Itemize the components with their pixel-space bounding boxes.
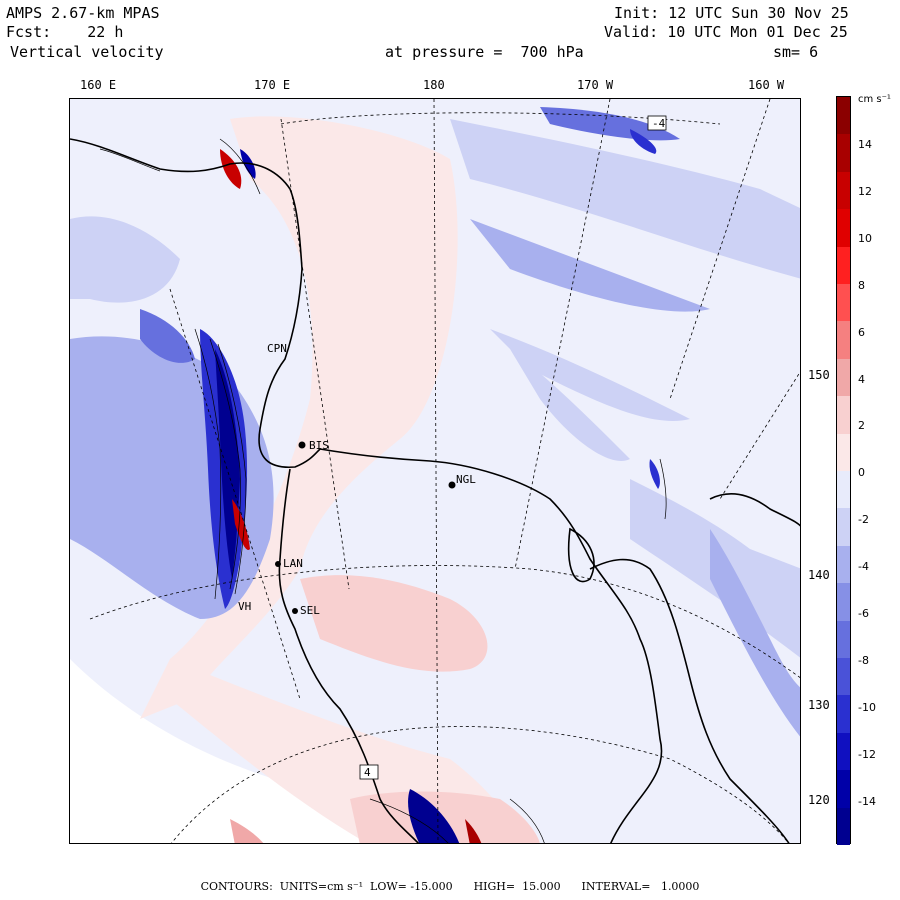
positive-region	[140, 116, 458, 720]
negative-region	[470, 219, 710, 312]
lon-label-160w: 160 W	[748, 78, 785, 92]
field-label-box	[647, 115, 667, 131]
colorbar-swatch	[837, 695, 850, 734]
negative-region	[710, 529, 800, 737]
colorbar-swatch	[837, 471, 850, 509]
negative-region	[540, 107, 680, 141]
coastline	[70, 138, 800, 843]
station-marker-bis	[298, 441, 306, 449]
station-label-sel: SEL	[300, 604, 320, 617]
colorbar-swatch	[837, 583, 850, 622]
colorbar-tick-label: -6	[858, 607, 869, 620]
field-name: Vertical velocity	[10, 43, 164, 61]
smoothing: sm= 6	[773, 43, 819, 61]
contour-lines	[99, 138, 667, 843]
colorbar-swatch	[837, 209, 850, 248]
negative-cell	[630, 129, 657, 154]
colorbar-swatch	[837, 620, 850, 659]
positive-region	[300, 575, 488, 672]
lon-label-180: 180	[423, 78, 445, 92]
lat-label-130w: 130 W	[808, 698, 845, 712]
colorbar-swatch	[837, 321, 850, 360]
field-label: 4	[364, 766, 371, 779]
colorbar-swatch	[837, 508, 850, 547]
valid-time: Valid: 10 UTC Mon 01 Dec 25	[604, 23, 848, 41]
contour-info: CONTOURS: UNITS=cm s⁻¹ LOW= -15.000 HIGH…	[200, 880, 700, 893]
positive-region	[350, 791, 540, 843]
station-label-vh: VH	[238, 600, 252, 613]
negative-region	[490, 329, 690, 421]
colorbar-tick-label: 10	[858, 231, 872, 245]
station-marker-lan	[275, 561, 281, 567]
colorbar-swatch	[837, 358, 850, 397]
negative-region	[510, 349, 630, 461]
colorbar-tick-label: -4	[858, 560, 869, 574]
lon-label-170e: 170 E	[254, 78, 291, 92]
colorbar-swatch	[837, 134, 850, 173]
station-marker-ngl	[448, 481, 456, 489]
negative-region	[215, 349, 240, 579]
colorbar-tick-label: 12	[858, 184, 872, 198]
init-time: Init: 12 UTC Sun 30 Nov 25	[614, 4, 849, 22]
colorbar-swatch	[837, 807, 850, 846]
colorbar-swatch	[837, 545, 850, 584]
colorbar-swatch	[837, 732, 850, 771]
colorbar-tick-label: 6	[858, 325, 865, 339]
station-label-cpn: CPN	[267, 342, 287, 355]
lon-label-170w: 170 W	[577, 78, 614, 92]
positive-cell	[220, 149, 242, 189]
field-label: -4	[652, 117, 666, 130]
colorbar-swatch	[837, 284, 850, 322]
colorbar-swatch	[837, 658, 850, 696]
lat-label-140w: 140 W	[808, 568, 845, 582]
colorbar-tick-label: 14	[858, 138, 872, 151]
colorbar-tick-label: -2	[858, 513, 869, 527]
negative-cell	[649, 459, 660, 489]
negative-region	[70, 216, 180, 303]
colorbar-swatch	[837, 770, 850, 809]
map-plot: -4 4	[69, 98, 801, 844]
colorbar-tick-label: -10	[858, 700, 876, 714]
lon-label-160e: 160 E	[80, 78, 117, 92]
colorbar-tick-label: -14	[858, 794, 876, 808]
colorbar-tick-label: 4	[858, 372, 865, 386]
colorbar-tick-label: 0	[858, 466, 865, 480]
field-label-box	[359, 764, 379, 780]
colorbar-swatch	[837, 97, 850, 135]
colorbar-swatch	[837, 246, 850, 285]
colorbar-swatch	[837, 396, 850, 435]
lat-label-120w: 120 W	[808, 793, 845, 807]
station-label-bis: BIS	[309, 439, 329, 452]
colorbar-swatch	[837, 433, 850, 472]
positive-cell	[465, 819, 482, 843]
pressure-level: at pressure = 700 hPa	[385, 43, 584, 61]
colorbar-tick-label: -12	[858, 747, 876, 761]
model-title: AMPS 2.67-km MPAS	[6, 4, 160, 22]
negative-cell	[408, 789, 460, 843]
station-marker-sel	[292, 608, 298, 614]
colorbar-swatch	[837, 171, 850, 210]
negative-region	[450, 119, 800, 279]
colorbar-tick-label: 2	[858, 419, 865, 433]
station-label-ngl: NGL	[456, 473, 476, 486]
negative-region	[140, 309, 195, 363]
colorbar-tick-label: -8	[858, 653, 869, 667]
lat-label-150w: 150 W	[808, 368, 845, 382]
positive-cell	[230, 819, 264, 843]
colorbar-units: cm s⁻¹	[858, 94, 891, 105]
forecast-hour: Fcst: 22 h	[6, 23, 124, 41]
station-label-lan: LAN	[283, 557, 303, 570]
colorbar	[836, 96, 851, 846]
map-canvas: -4 4	[70, 99, 800, 843]
positive-cell	[232, 499, 250, 550]
colorbar-tick-label: 8	[858, 278, 865, 292]
